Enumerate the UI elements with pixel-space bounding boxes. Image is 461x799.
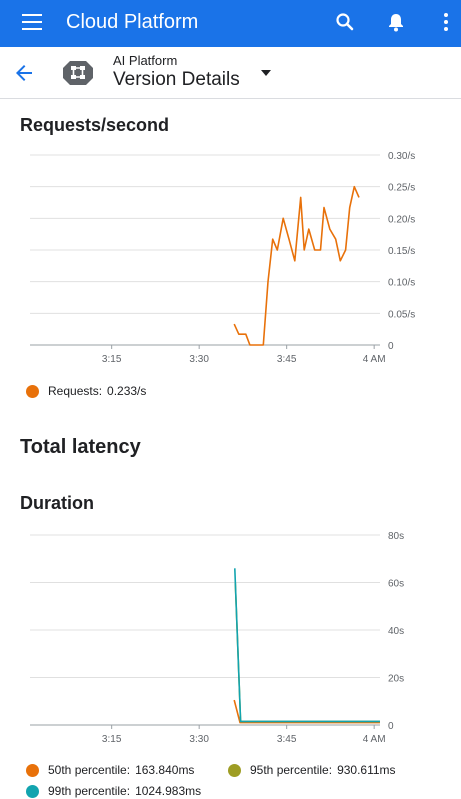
legend-swatch	[26, 384, 39, 398]
x-tick-label: 3:15	[102, 354, 122, 365]
x-tick-label: 3:45	[277, 354, 297, 365]
requests-chart-title: Requests/second	[20, 115, 170, 135]
total-latency-title: Total latency	[20, 436, 141, 458]
duration-chart-title: Duration	[20, 493, 94, 513]
product-name: AI Platform	[113, 53, 178, 68]
hamburger-menu-icon[interactable]	[22, 14, 42, 30]
y-tick-label: 0.05/s	[388, 309, 415, 320]
y-tick-label: 0	[388, 721, 394, 732]
y-tick-label: 0.15/s	[388, 246, 415, 257]
requests-legend-item: Requests: 0.233/s	[26, 384, 146, 398]
legend-swatch	[26, 784, 39, 798]
x-tick-label: 4 AM	[363, 734, 386, 745]
series-line	[233, 699, 380, 724]
arrow-back-icon[interactable]	[12, 61, 36, 85]
y-tick-label: 0.25/s	[388, 183, 415, 194]
legend-value: 930.611ms	[337, 763, 396, 777]
ai-platform-brain-icon	[63, 61, 93, 85]
requests-chart: 0 0.05/s 0.10/s 0.15/s 0.20/s 0.25/s 0.30/s 3:1…	[30, 151, 415, 365]
x-tick-label: 3:30	[189, 354, 209, 365]
duration-legend-item: 99th percentile: 1024.983ms	[26, 784, 201, 798]
x-tick-label: 4 AM	[363, 354, 386, 365]
legend-value: 163.840ms	[135, 763, 195, 777]
app-bar: Cloud Platform	[0, 0, 461, 47]
legend-swatch	[26, 763, 39, 777]
y-tick-label: 0.10/s	[388, 278, 415, 289]
x-tick-label: 3:45	[277, 734, 297, 745]
x-tick-label: 3:30	[189, 734, 209, 745]
page-title: Version Details	[113, 69, 240, 90]
legend-swatch	[228, 763, 241, 777]
legend-label: 50th percentile:	[48, 763, 131, 777]
y-tick-label: 40s	[388, 626, 404, 637]
search-icon[interactable]	[333, 10, 357, 34]
x-tick-label: 3:15	[102, 734, 122, 745]
legend-value: 0.233/s	[107, 384, 147, 398]
more-vert-icon[interactable]	[434, 10, 458, 34]
caret-down-icon[interactable]	[260, 67, 272, 79]
y-tick-label: 0.30/s	[388, 151, 415, 162]
series-line	[234, 568, 380, 723]
legend-label: Requests:	[48, 384, 103, 398]
legend-value: 1024.983ms	[135, 784, 202, 798]
y-tick-label: 0.20/s	[388, 214, 415, 225]
series-line	[233, 185, 360, 346]
legend-label: 99th percentile:	[48, 784, 131, 798]
y-tick-label: 0	[388, 341, 394, 352]
duration-legend-item: 50th percentile: 163.840ms	[26, 763, 194, 777]
y-tick-label: 20s	[388, 674, 404, 685]
legend-label: 95th percentile:	[250, 763, 333, 777]
y-tick-label: 80s	[388, 531, 404, 542]
duration-chart: 0 20s 40s 60s 80s 3:15 3:30 3:45 4 AM	[30, 531, 404, 745]
bell-icon[interactable]	[384, 10, 408, 34]
app-title: Cloud Platform	[66, 11, 199, 33]
page-header: AI Platform Version Details	[0, 47, 461, 99]
duration-legend-item: 95th percentile: 930.611ms	[228, 763, 396, 777]
y-tick-label: 60s	[388, 579, 404, 590]
series-line	[234, 582, 380, 723]
